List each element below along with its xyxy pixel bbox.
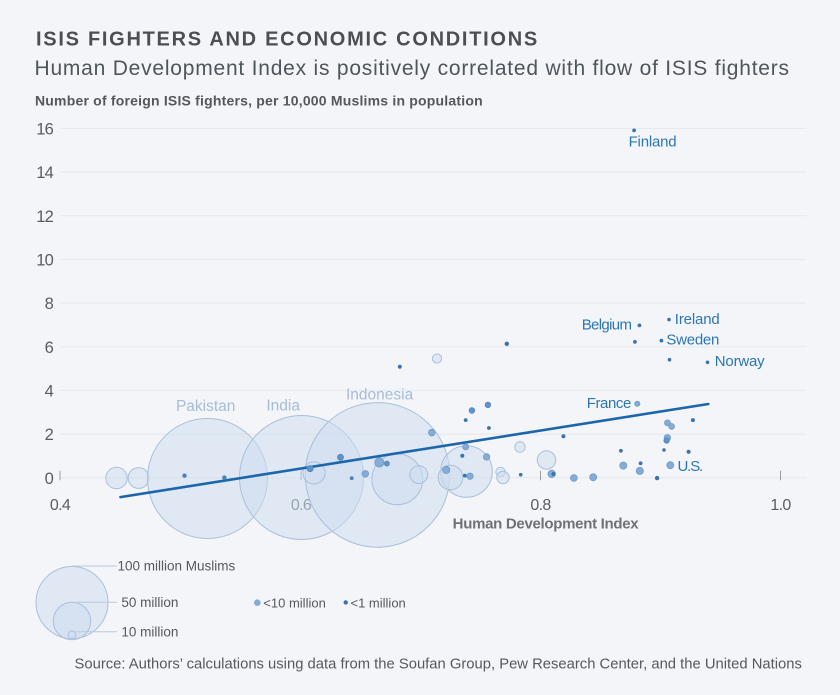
svg-text:0: 0 [45,470,54,488]
svg-text:6: 6 [45,339,54,357]
svg-text:<10 million: <10 million [263,595,326,610]
svg-text:12: 12 [36,208,53,226]
svg-text:Human Development Index is pos: Human Development Index is positively co… [35,57,790,80]
svg-text:Human Development Index: Human Development Index [453,516,640,533]
svg-text:Norway: Norway [715,353,765,370]
svg-text:16: 16 [36,121,53,139]
svg-text:0.4: 0.4 [50,497,71,514]
svg-text:Pakistan: Pakistan [176,398,235,415]
svg-text:Ireland: Ireland [675,311,720,328]
svg-text:Number of foreign ISIS fighter: Number of foreign ISIS fighters, per 10,… [35,92,483,108]
svg-text:India: India [266,398,300,415]
svg-text:ISIS FIGHTERS AND ECONOMIC CON: ISIS FIGHTERS AND ECONOMIC CONDITIONS [36,29,539,51]
svg-text:France: France [587,395,631,412]
svg-text:2: 2 [45,426,54,444]
svg-text:<1 million: <1 million [351,595,406,610]
svg-text:1.0: 1.0 [770,497,791,514]
svg-text:Belgium: Belgium [582,317,632,334]
svg-text:Sweden: Sweden [666,332,719,349]
svg-text:10 million: 10 million [121,625,178,640]
svg-text:Finland: Finland [629,133,677,150]
svg-text:50 million: 50 million [121,595,178,610]
svg-text:Indonesia: Indonesia [346,387,414,404]
svg-text:4: 4 [45,383,54,401]
svg-text:10: 10 [36,252,53,270]
svg-text:Source: Authors’ calculations: Source: Authors’ calculations using data… [75,656,802,672]
svg-text:8: 8 [45,295,54,313]
svg-text:100 million Muslims: 100 million Muslims [118,559,236,574]
svg-text:0.8: 0.8 [530,497,551,514]
svg-text:14: 14 [36,164,53,182]
svg-text:U.S.: U.S. [678,458,703,475]
